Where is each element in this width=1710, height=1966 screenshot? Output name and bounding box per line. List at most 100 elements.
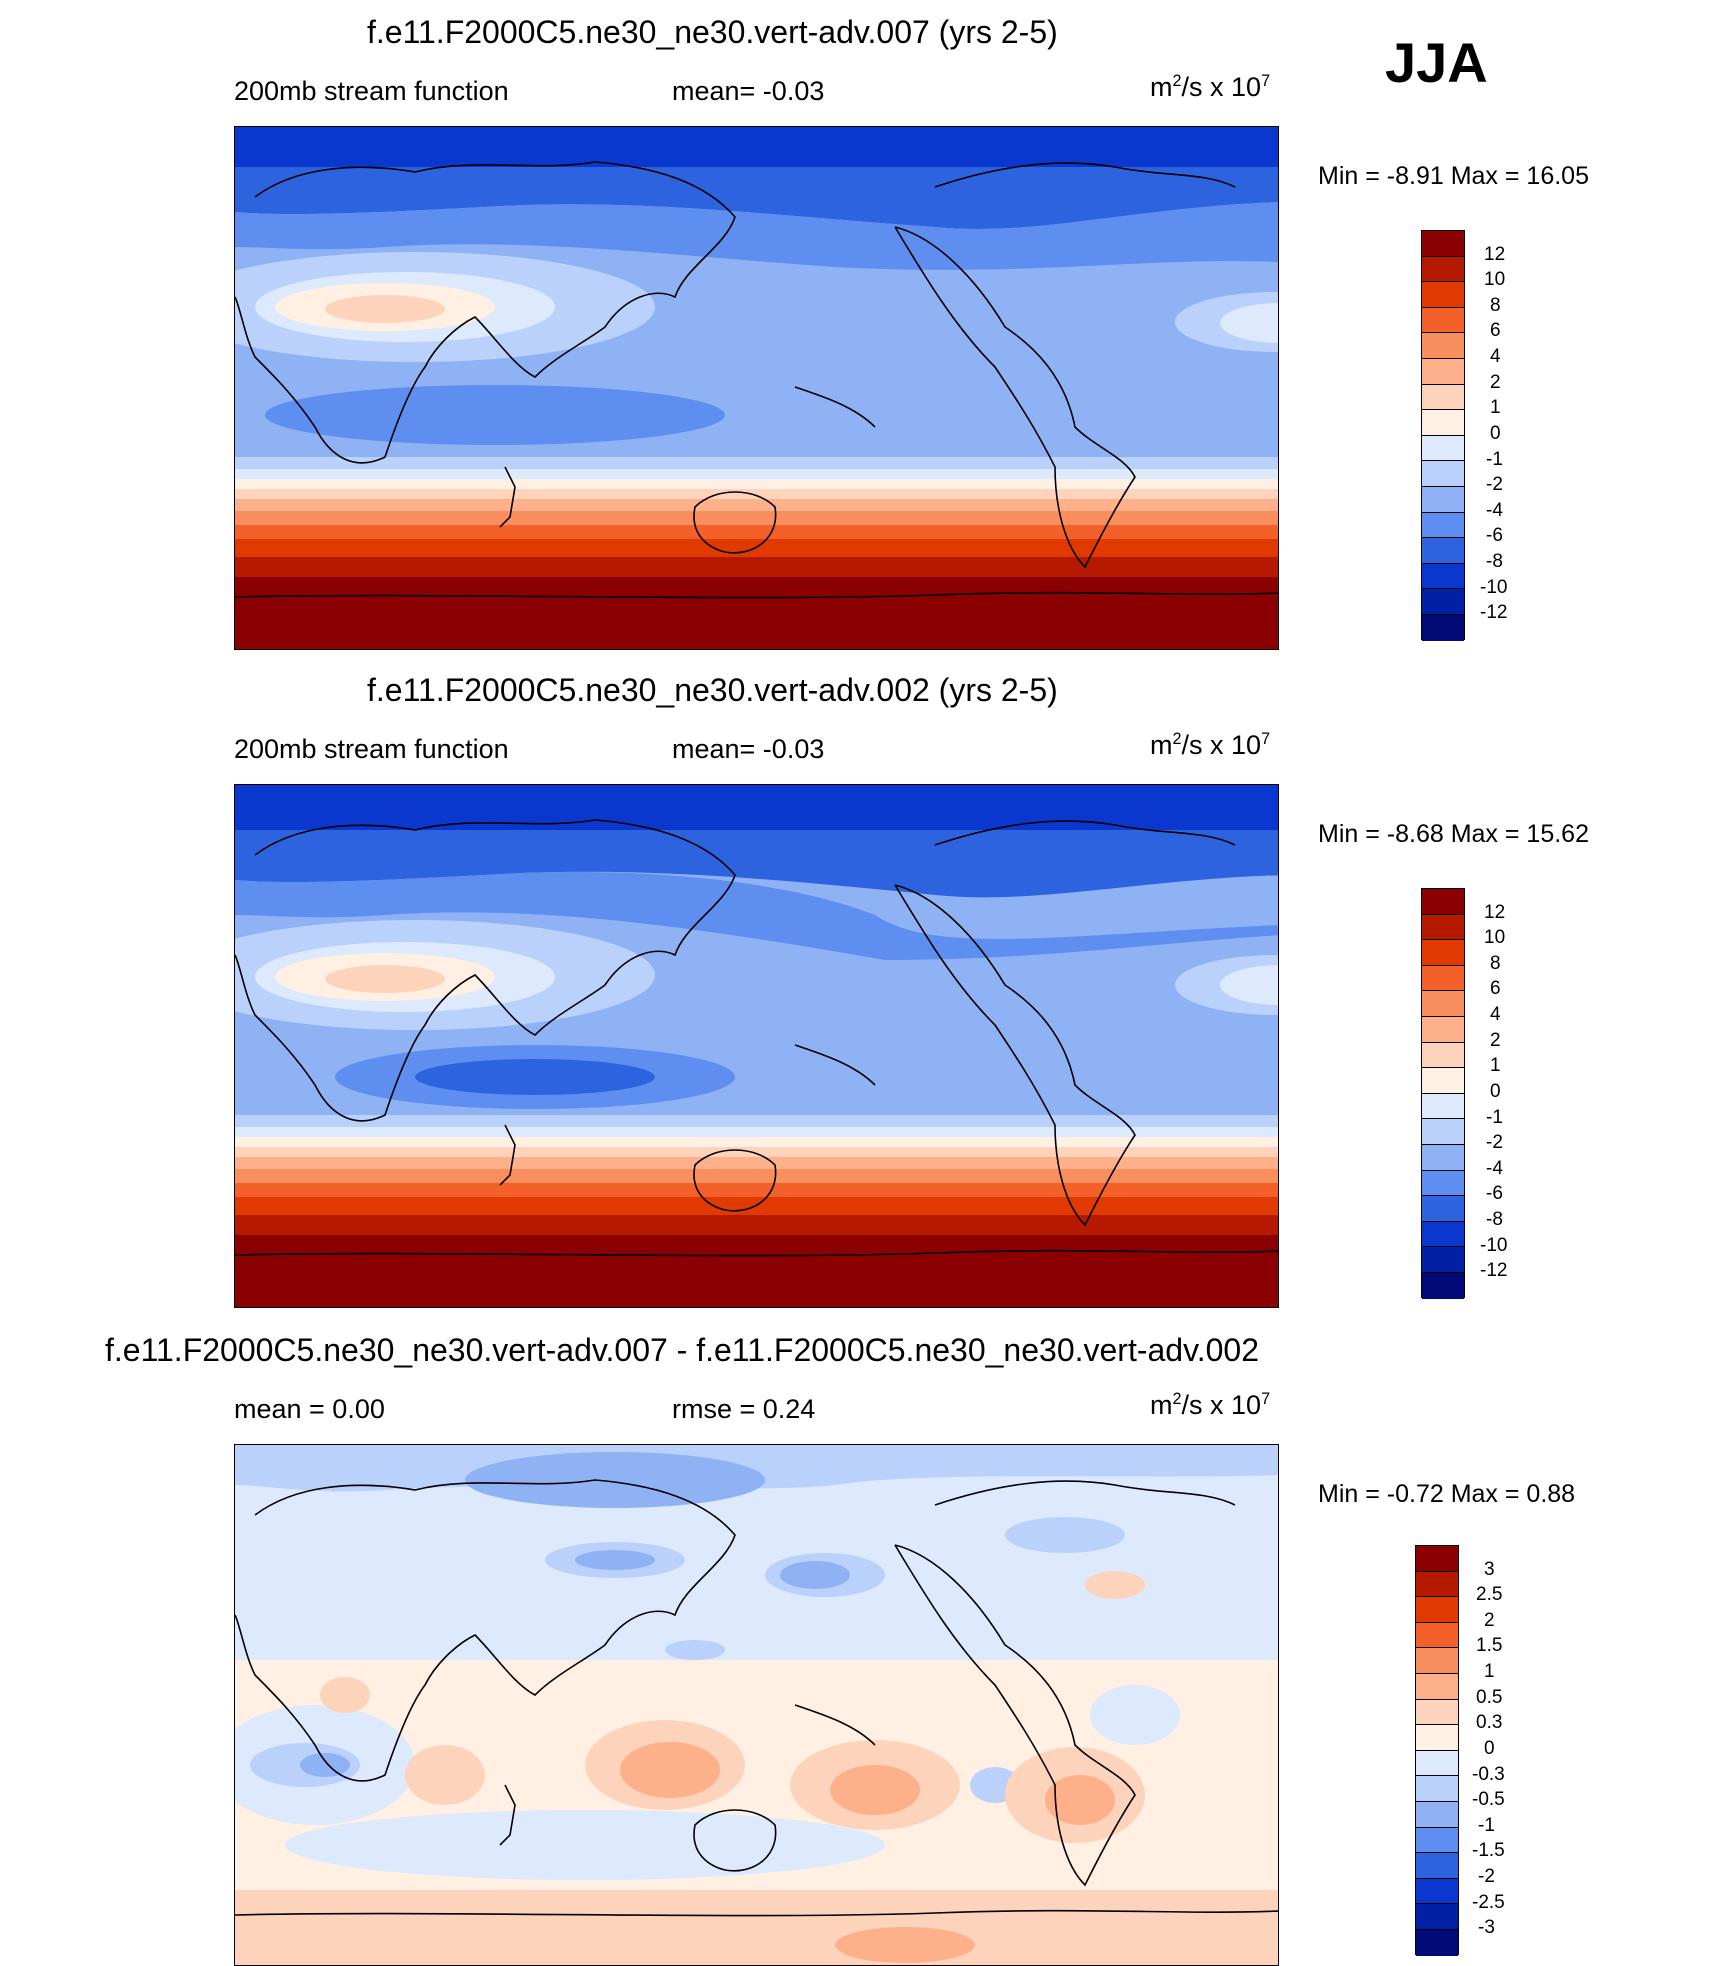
variable-label: 200mb stream function <box>234 76 509 106</box>
colorbar-swatch <box>1422 1042 1464 1069</box>
colorbar-swatch <box>1422 614 1464 641</box>
colorbar-swatch <box>1422 991 1464 1017</box>
colorbar-tick: 12 <box>1484 902 1506 923</box>
colorbar-swatch <box>1422 914 1464 941</box>
colorbar-swatch <box>1422 1068 1464 1094</box>
colorbar-tick: 2 <box>1484 1610 1495 1631</box>
colorbar-tick: -2 <box>1478 1866 1495 1887</box>
colorbar-tick: 0 <box>1490 423 1501 444</box>
colorbar-tick: -6 <box>1486 1183 1503 1204</box>
colorbar-swatch <box>1416 1673 1458 1700</box>
panel-title: f.e11.F2000C5.ne30_ne30.vert-adv.002 (yr… <box>367 672 1058 708</box>
colorbar-swatch <box>1422 333 1464 359</box>
colorbar-tick: 1 <box>1490 1055 1501 1076</box>
panel-title: f.e11.F2000C5.ne30_ne30.vert-adv.007 - f… <box>105 1332 1259 1368</box>
colorbar-swatch <box>1422 965 1464 992</box>
colorbar-swatch <box>1422 435 1464 462</box>
colorbar <box>1421 888 1465 1299</box>
colorbar-tick: 4 <box>1490 1004 1501 1025</box>
colorbar-tick: 0.5 <box>1476 1687 1503 1708</box>
colorbar-tick: -6 <box>1486 525 1503 546</box>
colorbar-tick: -12 <box>1480 602 1508 623</box>
colorbar-tick: 8 <box>1490 953 1501 974</box>
colorbar-tick: -0.5 <box>1472 1789 1505 1810</box>
colorbar-tick: -10 <box>1480 577 1508 598</box>
colorbar-tick: 6 <box>1490 978 1501 999</box>
colorbar-swatch <box>1422 1196 1464 1222</box>
colorbar-swatch <box>1422 1170 1464 1197</box>
colorbar-swatch <box>1422 589 1464 615</box>
season-label: JJA <box>1385 31 1488 94</box>
panel-title: f.e11.F2000C5.ne30_ne30.vert-adv.007 (yr… <box>367 14 1058 50</box>
colorbar-tick: 0.3 <box>1476 1712 1503 1733</box>
colorbar-swatch <box>1422 563 1464 590</box>
colorbar-tick: 0 <box>1490 1081 1501 1102</box>
colorbar-tick: 8 <box>1490 295 1501 316</box>
colorbar-swatch <box>1422 1272 1464 1299</box>
mean-label: mean= -0.03 <box>672 734 825 764</box>
colorbar-tick: 10 <box>1484 269 1506 290</box>
colorbar-swatch <box>1422 282 1464 308</box>
units-label: m2/s x 107 <box>1150 730 1271 760</box>
colorbar-tick: 12 <box>1484 244 1506 265</box>
min-max-label: Min = -8.91 Max = 16.05 <box>1318 162 1589 190</box>
colorbar-tick: -0.3 <box>1472 1764 1505 1785</box>
colorbar-tick: -4 <box>1486 500 1503 521</box>
colorbar-swatch <box>1422 1247 1464 1273</box>
colorbar-swatch <box>1422 1144 1464 1171</box>
colorbar-swatch <box>1416 1878 1458 1905</box>
mean-label: mean= -0.03 <box>672 76 825 106</box>
colorbar-swatch <box>1422 940 1464 966</box>
colorbar-tick: 2.5 <box>1476 1584 1503 1605</box>
colorbar-tick: -2 <box>1486 1132 1503 1153</box>
stream-function-map <box>234 784 1279 1308</box>
colorbar-tick: -2 <box>1486 474 1503 495</box>
min-max-label: Min = -0.72 Max = 0.88 <box>1318 1480 1576 1508</box>
colorbar-swatch <box>1416 1622 1458 1649</box>
colorbar-swatch <box>1416 1725 1458 1751</box>
colorbar-swatch <box>1416 1801 1458 1828</box>
colorbar-tick: -10 <box>1480 1235 1508 1256</box>
colorbar-swatch <box>1416 1853 1458 1879</box>
colorbar-tick: 6 <box>1490 320 1501 341</box>
colorbar-swatch <box>1422 256 1464 283</box>
stream-function-map <box>234 126 1279 650</box>
variable-label: 200mb stream function <box>234 734 509 764</box>
colorbar-swatch <box>1422 512 1464 539</box>
colorbar-swatch <box>1416 1776 1458 1802</box>
colorbar-swatch <box>1416 1929 1458 1956</box>
colorbar-swatch <box>1422 1016 1464 1043</box>
contour-field <box>235 1445 1278 1965</box>
colorbar-tick: -8 <box>1486 1209 1503 1230</box>
rmse-label: rmse = 0.24 <box>672 1394 816 1424</box>
colorbar-swatch <box>1416 1546 1458 1572</box>
colorbar-swatch <box>1422 1093 1464 1120</box>
colorbar-swatch <box>1422 307 1464 334</box>
colorbar <box>1415 1545 1459 1956</box>
colorbar-tick: 10 <box>1484 927 1506 948</box>
colorbar-swatch <box>1416 1597 1458 1623</box>
colorbar-tick: 1 <box>1490 397 1501 418</box>
colorbar-swatch <box>1416 1827 1458 1854</box>
colorbar-swatch <box>1422 538 1464 564</box>
colorbar-tick: -8 <box>1486 551 1503 572</box>
colorbar-tick: -1 <box>1486 449 1503 470</box>
colorbar <box>1421 230 1465 641</box>
contour-field <box>235 127 1278 649</box>
colorbar-swatch <box>1422 410 1464 436</box>
colorbar-swatch <box>1422 384 1464 411</box>
colorbar-tick: 0 <box>1484 1738 1495 1759</box>
colorbar-tick: -1 <box>1478 1815 1495 1836</box>
colorbar-tick: 4 <box>1490 346 1501 367</box>
colorbar-swatch <box>1422 1221 1464 1248</box>
colorbar-tick: 3 <box>1484 1559 1495 1580</box>
colorbar-swatch <box>1416 1750 1458 1777</box>
colorbar-swatch <box>1422 461 1464 487</box>
colorbar-swatch <box>1416 1904 1458 1930</box>
colorbar-swatch <box>1422 358 1464 385</box>
units-label: m2/s x 107 <box>1150 1390 1271 1420</box>
colorbar-tick: 1 <box>1484 1661 1495 1682</box>
colorbar-swatch <box>1422 1119 1464 1145</box>
colorbar-swatch <box>1416 1648 1458 1674</box>
colorbar-swatch <box>1416 1571 1458 1598</box>
